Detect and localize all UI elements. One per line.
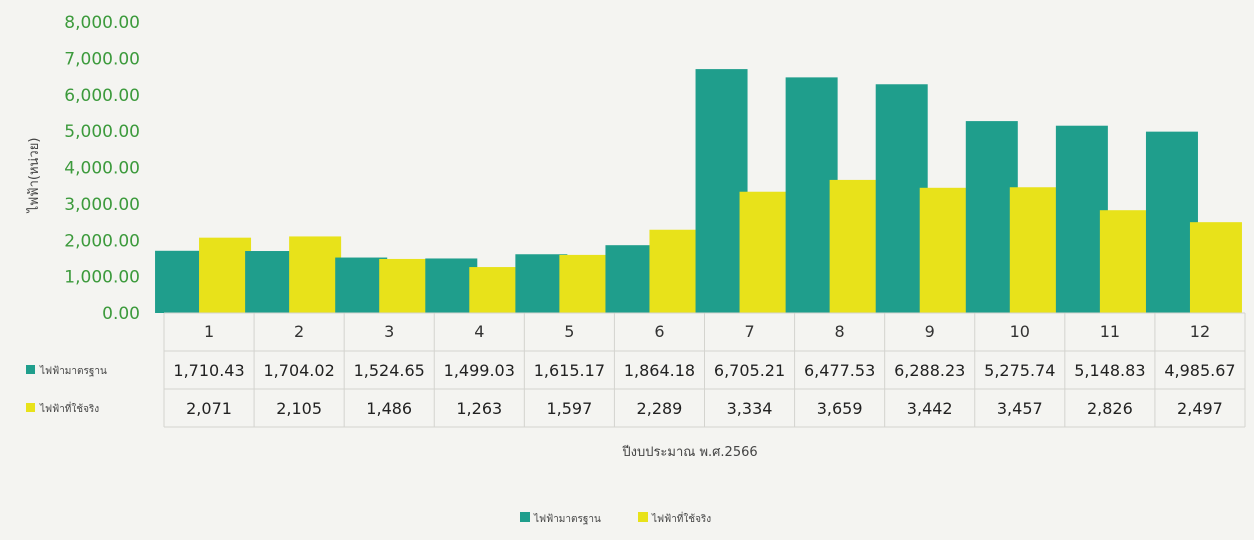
x-tick-label: 3 (384, 322, 394, 341)
x-axis-title: ปีงบประมาณ พ.ศ.2566 (621, 444, 757, 460)
data-label: 5,148.83 (1074, 361, 1145, 380)
y-tick-label: 6,000.00 (64, 86, 140, 106)
data-label: 5,275.74 (984, 361, 1055, 380)
y-tick-label: 4,000.00 (64, 159, 140, 179)
data-label: 3,334 (727, 399, 773, 418)
y-axis-title: ไฟฟ้า(หน่วย) (26, 138, 42, 214)
y-tick-label: 3,000.00 (64, 195, 140, 215)
bar-standard (785, 77, 838, 313)
x-tick-label: 10 (1010, 322, 1030, 341)
data-label: 6,477.53 (804, 361, 875, 380)
bar-actual (559, 254, 612, 313)
bar-standard (245, 251, 298, 313)
data-label: 1,499.03 (444, 361, 515, 380)
y-tick-label: 7,000.00 (64, 49, 140, 69)
bar-actual (649, 229, 702, 313)
bar-standard (695, 69, 748, 313)
x-tick-label: 7 (744, 322, 754, 341)
table-legend-swatch (26, 403, 35, 412)
table-legend-swatch (26, 365, 35, 374)
bar-standard (155, 250, 208, 313)
y-tick-label: 1,000.00 (64, 268, 140, 288)
bar-standard (515, 254, 568, 313)
table-series-label: ไฟฟ้ามาตรฐาน (39, 365, 107, 377)
bar-standard (875, 84, 928, 314)
table-series-label: ไฟฟ้าที่ใช้จริง (39, 401, 99, 415)
bar-standard (335, 257, 388, 313)
bars (155, 69, 1242, 314)
data-label: 1,615.17 (534, 361, 605, 380)
x-tick-label: 2 (294, 322, 304, 341)
legend: ไฟฟ้ามาตรฐาน ไฟฟ้าที่ใช้จริง (520, 511, 711, 525)
x-tick-label: 9 (925, 322, 935, 341)
bar-actual (469, 267, 522, 313)
bar-actual (289, 236, 342, 313)
x-tick-label: 12 (1190, 322, 1210, 341)
bar-actual (379, 258, 432, 313)
y-tick-label: 2,000.00 (64, 231, 140, 251)
bar-standard (1055, 125, 1108, 314)
bar-standard (605, 245, 658, 313)
y-tick-label: 0.00 (102, 304, 140, 324)
data-label: 3,659 (817, 399, 863, 418)
legend-swatch (638, 512, 648, 522)
legend-label: ไฟฟ้าที่ใช้จริง (651, 511, 711, 525)
data-label: 1,524.65 (354, 361, 425, 380)
y-tick-label: 5,000.00 (64, 122, 140, 142)
bar-standard (425, 258, 478, 313)
data-label: 1,486 (366, 399, 412, 418)
bar-actual (739, 191, 792, 313)
x-tick-label: 6 (654, 322, 664, 341)
x-tick-label: 5 (564, 322, 574, 341)
data-label: 2,497 (1177, 399, 1223, 418)
data-label: 2,105 (276, 399, 322, 418)
data-label: 1,710.43 (173, 361, 244, 380)
bar-actual (1099, 210, 1152, 313)
bar-standard (965, 121, 1018, 313)
data-label: 2,071 (186, 399, 232, 418)
bar-actual (829, 179, 882, 313)
bar-standard (1145, 131, 1198, 313)
legend-swatch (520, 512, 530, 522)
data-label: 6,288.23 (894, 361, 965, 380)
data-label: 3,457 (997, 399, 1043, 418)
data-label: 6,705.21 (714, 361, 785, 380)
data-label: 1,263 (456, 399, 502, 418)
data-label: 1,864.18 (624, 361, 695, 380)
legend-label: ไฟฟ้ามาตรฐาน (533, 513, 601, 525)
x-tick-label: 8 (835, 322, 845, 341)
x-tick-label: 4 (474, 322, 484, 341)
bar-actual (919, 187, 972, 313)
y-axis-ticks: 0.00 1,000.00 2,000.00 3,000.00 4,000.00 5,00… (64, 13, 140, 324)
x-tick-label: 11 (1100, 322, 1120, 341)
data-label: 2,289 (637, 399, 683, 418)
data-label: 1,597 (546, 399, 592, 418)
y-tick-label: 8,000.00 (64, 13, 140, 33)
bar-actual (1189, 222, 1242, 313)
data-label: 3,442 (907, 399, 953, 418)
data-label: 1,704.02 (264, 361, 335, 380)
data-label: 4,985.67 (1164, 361, 1235, 380)
data-label: 2,826 (1087, 399, 1133, 418)
x-tick-label: 1 (204, 322, 214, 341)
bar-actual (199, 237, 252, 313)
bar-actual (1009, 187, 1062, 313)
